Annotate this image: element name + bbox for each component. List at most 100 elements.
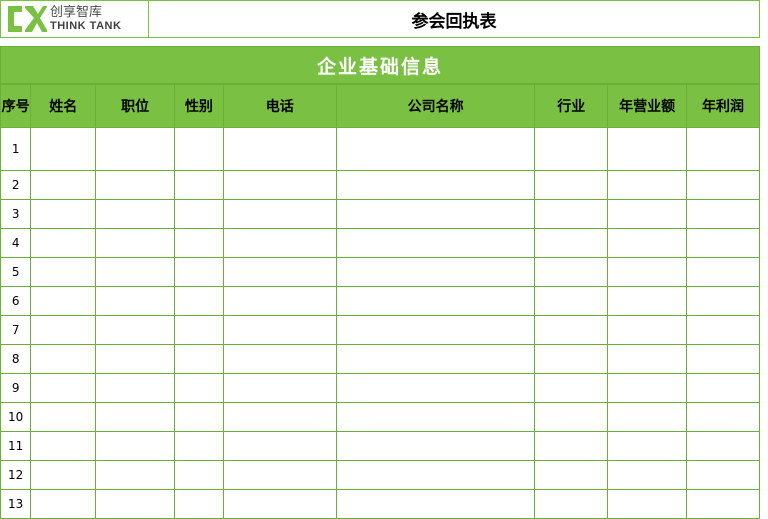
cell-gender[interactable] xyxy=(174,170,224,200)
cell-revenue[interactable] xyxy=(607,373,688,403)
cell-name[interactable] xyxy=(30,127,97,171)
cell-revenue[interactable] xyxy=(607,460,688,490)
cell-company[interactable] xyxy=(335,170,536,200)
cell-gender[interactable] xyxy=(174,402,224,432)
cell-profit[interactable] xyxy=(686,402,760,432)
cell-position[interactable] xyxy=(95,460,176,490)
cell-industry[interactable] xyxy=(534,373,609,403)
cell-phone[interactable] xyxy=(222,199,337,229)
cell-position[interactable] xyxy=(95,127,176,171)
cell-gender[interactable] xyxy=(174,373,224,403)
cell-name[interactable] xyxy=(30,373,97,403)
cell-industry[interactable] xyxy=(534,431,609,461)
cell-name[interactable] xyxy=(30,315,97,345)
cell-company[interactable] xyxy=(335,257,536,287)
cell-phone[interactable] xyxy=(222,402,337,432)
cell-position[interactable] xyxy=(95,257,176,287)
cell-profit[interactable] xyxy=(686,460,760,490)
cell-company[interactable] xyxy=(335,431,536,461)
cell-revenue[interactable] xyxy=(607,199,688,229)
cell-industry[interactable] xyxy=(534,460,609,490)
cell-name[interactable] xyxy=(30,489,97,519)
cell-profit[interactable] xyxy=(686,489,760,519)
cell-industry[interactable] xyxy=(534,489,609,519)
cell-revenue[interactable] xyxy=(607,402,688,432)
cell-company[interactable] xyxy=(335,127,536,171)
cell-industry[interactable] xyxy=(534,228,609,258)
cell-profit[interactable] xyxy=(686,170,760,200)
cell-name[interactable] xyxy=(30,402,97,432)
cell-phone[interactable] xyxy=(222,489,337,519)
cell-profit[interactable] xyxy=(686,228,760,258)
cell-gender[interactable] xyxy=(174,344,224,374)
cell-name[interactable] xyxy=(30,286,97,316)
cell-position[interactable] xyxy=(95,489,176,519)
cell-profit[interactable] xyxy=(686,315,760,345)
cell-revenue[interactable] xyxy=(607,315,688,345)
cell-company[interactable] xyxy=(335,460,536,490)
cell-gender[interactable] xyxy=(174,431,224,461)
cell-industry[interactable] xyxy=(534,170,609,200)
cell-position[interactable] xyxy=(95,373,176,403)
cell-profit[interactable] xyxy=(686,286,760,316)
cell-industry[interactable] xyxy=(534,344,609,374)
cell-gender[interactable] xyxy=(174,199,224,229)
cell-gender[interactable] xyxy=(174,228,224,258)
cell-gender[interactable] xyxy=(174,315,224,345)
cell-position[interactable] xyxy=(95,286,176,316)
cell-industry[interactable] xyxy=(534,286,609,316)
cell-revenue[interactable] xyxy=(607,257,688,287)
cell-profit[interactable] xyxy=(686,431,760,461)
cell-gender[interactable] xyxy=(174,460,224,490)
cell-gender[interactable] xyxy=(174,127,224,171)
cell-industry[interactable] xyxy=(534,315,609,345)
cell-revenue[interactable] xyxy=(607,344,688,374)
cell-company[interactable] xyxy=(335,315,536,345)
cell-name[interactable] xyxy=(30,460,97,490)
cell-company[interactable] xyxy=(335,199,536,229)
cell-revenue[interactable] xyxy=(607,170,688,200)
cell-phone[interactable] xyxy=(222,286,337,316)
cell-gender[interactable] xyxy=(174,257,224,287)
cell-name[interactable] xyxy=(30,431,97,461)
cell-phone[interactable] xyxy=(222,315,337,345)
cell-revenue[interactable] xyxy=(607,228,688,258)
cell-position[interactable] xyxy=(95,228,176,258)
cell-position[interactable] xyxy=(95,315,176,345)
cell-position[interactable] xyxy=(95,431,176,461)
cell-company[interactable] xyxy=(335,344,536,374)
cell-position[interactable] xyxy=(95,199,176,229)
cell-phone[interactable] xyxy=(222,257,337,287)
cell-company[interactable] xyxy=(335,489,536,519)
cell-industry[interactable] xyxy=(534,127,609,171)
cell-name[interactable] xyxy=(30,170,97,200)
cell-company[interactable] xyxy=(335,402,536,432)
cell-revenue[interactable] xyxy=(607,127,688,171)
cell-revenue[interactable] xyxy=(607,489,688,519)
cell-profit[interactable] xyxy=(686,373,760,403)
cell-profit[interactable] xyxy=(686,257,760,287)
cell-industry[interactable] xyxy=(534,257,609,287)
cell-phone[interactable] xyxy=(222,228,337,258)
cell-name[interactable] xyxy=(30,228,97,258)
cell-revenue[interactable] xyxy=(607,431,688,461)
cell-gender[interactable] xyxy=(174,286,224,316)
cell-name[interactable] xyxy=(30,257,97,287)
cell-company[interactable] xyxy=(335,373,536,403)
cell-profit[interactable] xyxy=(686,127,760,171)
cell-phone[interactable] xyxy=(222,460,337,490)
cell-profit[interactable] xyxy=(686,344,760,374)
cell-phone[interactable] xyxy=(222,344,337,374)
cell-name[interactable] xyxy=(30,199,97,229)
cell-company[interactable] xyxy=(335,228,536,258)
cell-position[interactable] xyxy=(95,402,176,432)
cell-industry[interactable] xyxy=(534,199,609,229)
cell-position[interactable] xyxy=(95,170,176,200)
cell-phone[interactable] xyxy=(222,373,337,403)
cell-profit[interactable] xyxy=(686,199,760,229)
cell-phone[interactable] xyxy=(222,127,337,171)
cell-position[interactable] xyxy=(95,344,176,374)
cell-phone[interactable] xyxy=(222,431,337,461)
cell-phone[interactable] xyxy=(222,170,337,200)
cell-gender[interactable] xyxy=(174,489,224,519)
